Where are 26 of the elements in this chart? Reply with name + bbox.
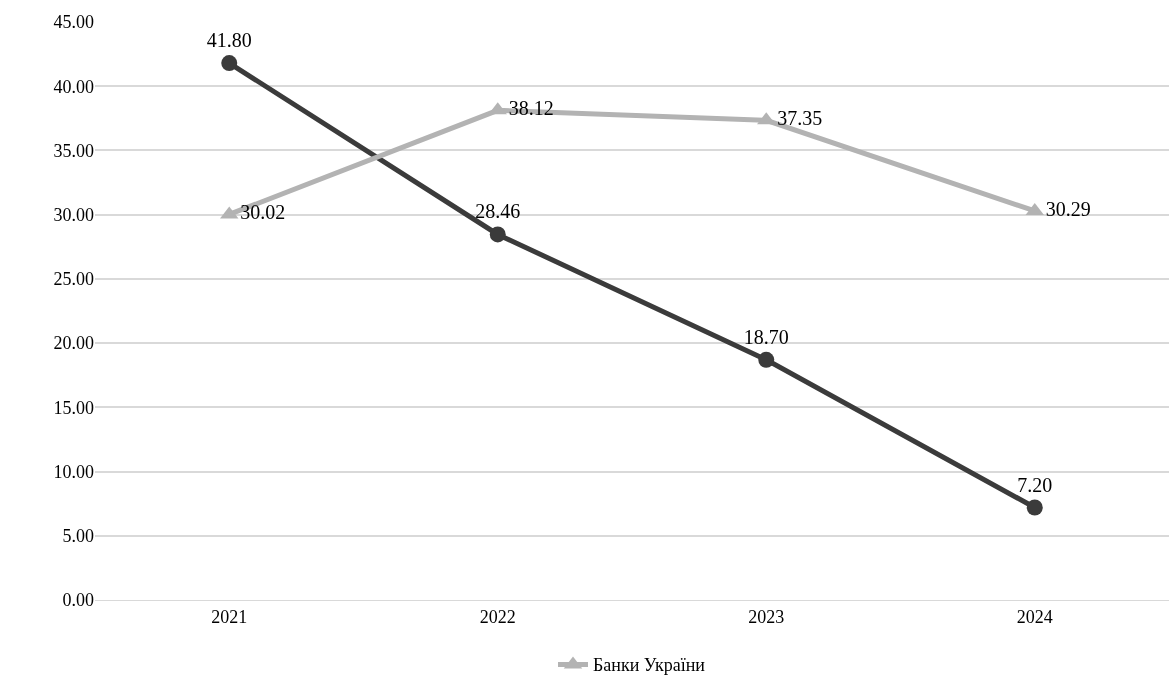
y-tick-label: 40.00: [53, 76, 94, 97]
y-tick-label: 10.00: [53, 461, 94, 482]
legend-label: Банки України: [593, 655, 706, 676]
y-tick-label: 25.00: [53, 269, 94, 290]
point: [1026, 499, 1043, 516]
y-tick-label: 30.00: [53, 204, 94, 225]
data-label: 37.35: [777, 107, 823, 130]
data-label: 18.70: [743, 325, 789, 348]
point: [489, 226, 506, 243]
point: [758, 351, 775, 368]
y-tick-label: 0.00: [62, 590, 94, 611]
data-label: 30.02: [240, 201, 286, 224]
y-tick-label: 35.00: [53, 140, 94, 161]
x-tick-label: 2024: [1016, 606, 1053, 627]
data-label: 38.12: [508, 97, 554, 120]
data-label: 28.46: [475, 200, 521, 223]
y-tick-label: 45.00: [53, 12, 94, 33]
y-tick-label: 5.00: [62, 526, 94, 547]
data-label: 30.29: [1045, 197, 1091, 220]
x-tick-label: 2022: [479, 606, 516, 627]
data-label: 7.20: [1017, 473, 1053, 496]
y-tick-label: 15.00: [53, 397, 94, 418]
x-tick-label: 2021: [211, 606, 248, 627]
data-label: 41.80: [206, 29, 252, 52]
x-tick-label: 2023: [748, 606, 785, 627]
y-tick-label: 20.00: [53, 333, 94, 354]
